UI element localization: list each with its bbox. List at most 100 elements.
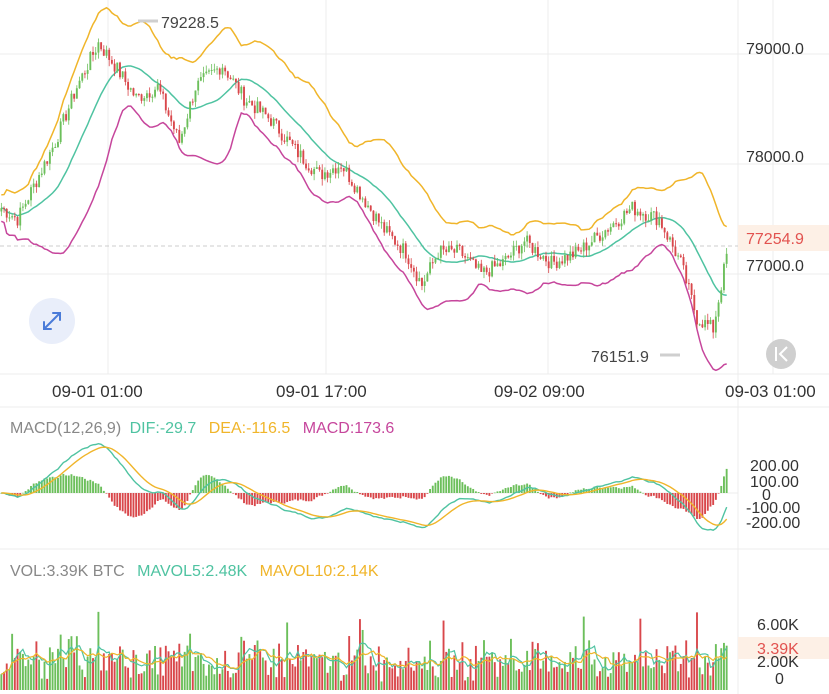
volume-panel bbox=[0, 611, 728, 690]
candle bbox=[67, 104, 70, 125]
scroll-to-latest-button[interactable] bbox=[766, 339, 796, 369]
candle-body bbox=[78, 80, 81, 89]
macd-histogram-bar bbox=[375, 493, 378, 499]
candle bbox=[415, 266, 418, 286]
candle bbox=[264, 107, 267, 115]
volume-bar bbox=[598, 671, 601, 690]
volume-bar bbox=[674, 645, 677, 690]
volume-bar bbox=[380, 681, 383, 690]
candle bbox=[445, 246, 448, 256]
macd-histogram-bar bbox=[156, 493, 159, 502]
macd-histogram-bar bbox=[278, 493, 281, 502]
volume-bar bbox=[156, 674, 159, 690]
candle bbox=[723, 262, 725, 294]
back-icon bbox=[775, 346, 788, 362]
candle bbox=[652, 210, 655, 219]
macd-histogram-bar bbox=[94, 483, 97, 493]
candle bbox=[442, 240, 445, 255]
macd-histogram-bar bbox=[197, 480, 200, 493]
candle bbox=[372, 210, 375, 225]
volume-bar bbox=[83, 677, 86, 690]
volume-bar bbox=[439, 660, 442, 690]
candle bbox=[143, 96, 146, 107]
macd-histogram-bar bbox=[407, 493, 410, 498]
volume-bar bbox=[226, 670, 229, 690]
macd-histogram-bar bbox=[113, 493, 116, 506]
macd-histogram-bar bbox=[720, 485, 723, 493]
candle-body bbox=[32, 183, 35, 188]
volume-bar bbox=[547, 671, 550, 690]
macd-value: MACD:173.6 bbox=[303, 420, 395, 437]
candle bbox=[348, 164, 351, 185]
candle bbox=[38, 172, 41, 188]
volume-bar bbox=[75, 636, 78, 690]
volume-bar bbox=[620, 665, 623, 690]
candle bbox=[669, 236, 671, 242]
candle-body bbox=[361, 198, 364, 200]
candle-body bbox=[531, 242, 534, 253]
candle-body bbox=[35, 183, 38, 188]
volume-bar bbox=[94, 657, 97, 690]
candle bbox=[512, 240, 515, 261]
candle bbox=[712, 319, 715, 339]
volume-bar bbox=[655, 649, 658, 690]
candle-body bbox=[208, 70, 210, 72]
candle-body bbox=[598, 235, 601, 241]
macd-histogram-bar bbox=[679, 493, 682, 509]
candle-body bbox=[652, 211, 655, 213]
candle-body bbox=[27, 200, 30, 204]
volume-bar bbox=[399, 660, 402, 690]
candle bbox=[534, 243, 537, 256]
candle-body bbox=[67, 108, 70, 121]
volume-bar bbox=[329, 666, 332, 690]
macd-histogram-bar bbox=[642, 492, 645, 494]
expand-button[interactable] bbox=[29, 298, 75, 344]
candle-body bbox=[8, 217, 11, 219]
macd-histogram-bar bbox=[307, 493, 310, 502]
candle-body bbox=[124, 71, 127, 82]
volume-bar bbox=[164, 645, 167, 690]
candle-body bbox=[334, 168, 337, 174]
macd-tick-neg100: -100.00 bbox=[746, 500, 800, 517]
macd-histogram-bar bbox=[714, 493, 717, 500]
volume-bar bbox=[248, 654, 251, 690]
candle bbox=[423, 274, 426, 293]
candle-body bbox=[162, 91, 165, 94]
macd-histogram-bar bbox=[288, 493, 291, 502]
candle-body bbox=[364, 198, 367, 208]
candle bbox=[334, 162, 337, 179]
volume-bar bbox=[245, 658, 248, 690]
candle bbox=[679, 253, 682, 259]
macd-histogram-bar bbox=[496, 491, 499, 493]
candle bbox=[612, 221, 615, 228]
candle-body bbox=[164, 93, 167, 111]
macd-histogram-bar bbox=[609, 487, 612, 493]
macd-histogram-bar bbox=[167, 493, 170, 504]
candle-body bbox=[585, 242, 588, 251]
candle bbox=[528, 234, 531, 248]
candle bbox=[237, 77, 240, 95]
candle-body bbox=[38, 175, 41, 188]
candle-body bbox=[536, 247, 539, 258]
volume-bar bbox=[194, 657, 197, 690]
macd-histogram-bar bbox=[634, 488, 636, 493]
volume-bar bbox=[102, 653, 105, 690]
candle-body bbox=[410, 264, 413, 268]
candle bbox=[59, 118, 62, 145]
macd-histogram-bar bbox=[536, 491, 539, 493]
candle-body bbox=[474, 259, 477, 268]
volume-bar bbox=[321, 657, 324, 690]
candle-body bbox=[507, 255, 510, 258]
volume-bar bbox=[40, 678, 43, 690]
macd-histogram-bar bbox=[67, 475, 70, 493]
macd-histogram-bar bbox=[577, 489, 580, 493]
candle bbox=[437, 252, 440, 260]
candle bbox=[453, 248, 456, 259]
volume-bar bbox=[580, 668, 582, 690]
candle bbox=[73, 93, 76, 102]
macd-histogram-bar bbox=[693, 493, 696, 517]
macd-histogram-bar bbox=[135, 493, 138, 517]
candle bbox=[251, 100, 254, 106]
volume-bar bbox=[183, 651, 186, 690]
candle bbox=[604, 229, 607, 240]
